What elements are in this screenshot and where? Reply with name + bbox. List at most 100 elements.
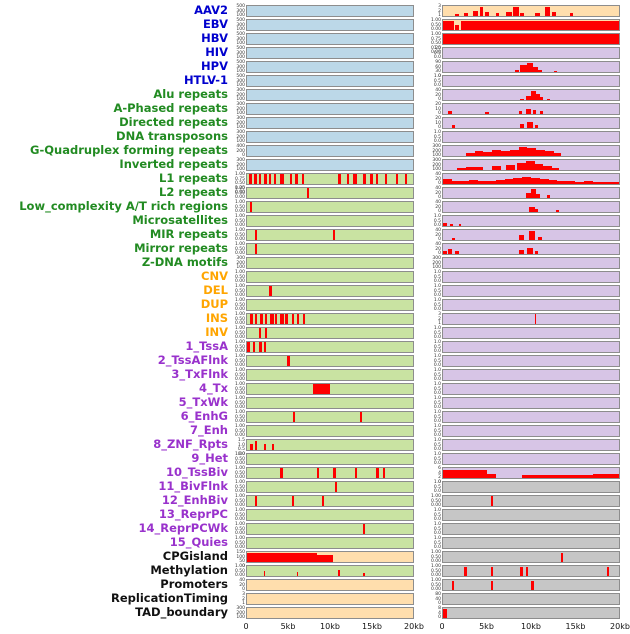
y-tick-label: 40 [435,88,441,93]
signal-bar [553,70,558,72]
track-panel-right [442,411,620,423]
track-row: A-Phased repeats 300 200 100 20 10 0 [0,102,630,116]
y-tick-label: 0.5 [433,386,441,392]
y-tick-label: 0.50 [234,316,245,322]
track-panel-right [442,257,620,269]
track-panel-left [246,173,414,185]
panel-gap [414,144,428,158]
signal-bar [529,206,535,212]
y-tick-label: 1.0 [433,438,441,443]
y-tick-label: 200 [236,134,245,140]
y-tick-label: 0.50 [234,414,245,420]
signal-bar [525,108,531,114]
y-tick-label: 0.5 [433,218,441,224]
panel-gap [414,312,428,326]
track-label: HIV [205,46,228,59]
track-label: 11_BivFlnk [158,480,228,493]
y-axis-ticks: 1.00 0.50 0.00 [232,214,246,227]
y-axis-ticks: 1.0 0.5 0.0 [428,522,442,535]
signal-bar [263,444,267,450]
y-tick-label: 0.00 [234,475,245,480]
signal-bar [448,249,452,254]
y-tick-label: 1 [438,13,441,18]
track-row: 2_TssAFlnk 1.00 0.50 0.00 1.0 0.5 0.0 [0,354,630,368]
x-tick-label: 5kb [280,622,296,631]
y-tick-label: 0.50 [430,22,441,28]
y-tick-label: 300 [236,64,245,70]
y-tick-label: 0 [438,601,441,606]
y-tick-label: 200 [236,162,245,168]
y-tick-label: 1.00 [430,32,441,37]
track-panel-left [246,369,414,381]
signal-bar [396,174,399,184]
track-label: CPGisland [162,550,228,563]
signal-bar [465,166,475,170]
y-tick-label: 100 [236,265,245,270]
y-tick-label: 100 [236,139,245,144]
y-tick-label: 0.00 [430,559,441,564]
y-axis-ticks: 1.00 0.50 0.00 [232,396,246,409]
panel-gap [414,270,428,284]
signal-bar [483,152,493,156]
x-tick-label: 5kb [479,622,494,631]
y-tick-label: 0.0 [433,391,441,396]
y-tick-label: 0.50 [430,582,441,588]
signal-bar [525,96,531,100]
y-tick-label: 100 [236,69,245,74]
y-axis-ticks: 1.00 0.50 0.00 [232,284,246,297]
track-label: 3_TxFlnk [171,368,228,381]
track-row: DNA transposons 300 200 100 1.0 0.5 0.0 [0,130,630,144]
signal-bar [485,12,489,16]
track-label: Microsatellites [132,214,228,227]
signal-bar [527,248,533,254]
panel-gap [414,116,428,130]
signal-bar [263,342,266,352]
panel-gap [414,536,428,550]
signal-bar [465,153,475,156]
signal-bar [520,98,524,100]
signal-bar [518,235,524,240]
y-axis-ticks: 1.0 0.5 0.0 [428,396,442,409]
track-row: EBV 500 300 100 1.00 0.50 0.00 [0,18,630,32]
track-label: Alu repeats [153,88,228,101]
track-label: DUP [200,298,228,311]
y-tick-label: 500 [236,18,245,23]
y-tick-label: 0.0 [433,223,441,228]
track-panel-left [246,271,414,283]
y-axis-ticks: 1.0 0.5 0.0 [428,424,442,437]
signal-bar [258,328,261,338]
signal-bar [536,194,540,198]
panel-gap [414,578,428,592]
y-tick-label: 40 [435,596,441,602]
y-tick-label: 0.5 [433,442,441,448]
y-axis-ticks: 1.00 0.50 0.00 [428,550,442,564]
signal-bar [359,412,362,422]
signal-bar [520,65,528,72]
track-label: 4_Tx [198,382,228,395]
y-tick-label: 1.00 [430,578,441,583]
signal-bar [255,314,258,324]
track-panel-right [442,61,620,73]
track-row: 11_BivFlnk 1.00 0.50 0.00 1.0 0.5 0.0 [0,480,630,494]
y-tick-label: 8 [438,606,441,611]
panel-gap [414,592,428,606]
y-tick-label: 30 [435,69,441,74]
y-tick-label: 0.50 [234,181,245,186]
signal-bar [575,181,584,184]
y-tick-label: 0.5 [433,344,441,350]
y-tick-label: 6 [438,466,441,471]
track-panel-right [442,355,620,367]
signal-bar [285,314,288,324]
signal-bar [280,174,285,184]
y-tick-label: 1.00 [234,410,245,415]
signal-bar [525,567,528,576]
y-tick-label: 1.00 [234,480,245,485]
track-panel-right [442,173,620,185]
y-tick-label: 0.75 [234,176,245,182]
track-panel-left [246,61,414,73]
y-tick-label: 0.5 [433,484,441,490]
y-axis-ticks: 500 300 100 [232,46,246,59]
y-tick-label: 1 [438,321,441,326]
y-axis-ticks: 1.0 0.5 0.0 [428,438,442,451]
y-tick-label: 0.50 [234,512,245,518]
